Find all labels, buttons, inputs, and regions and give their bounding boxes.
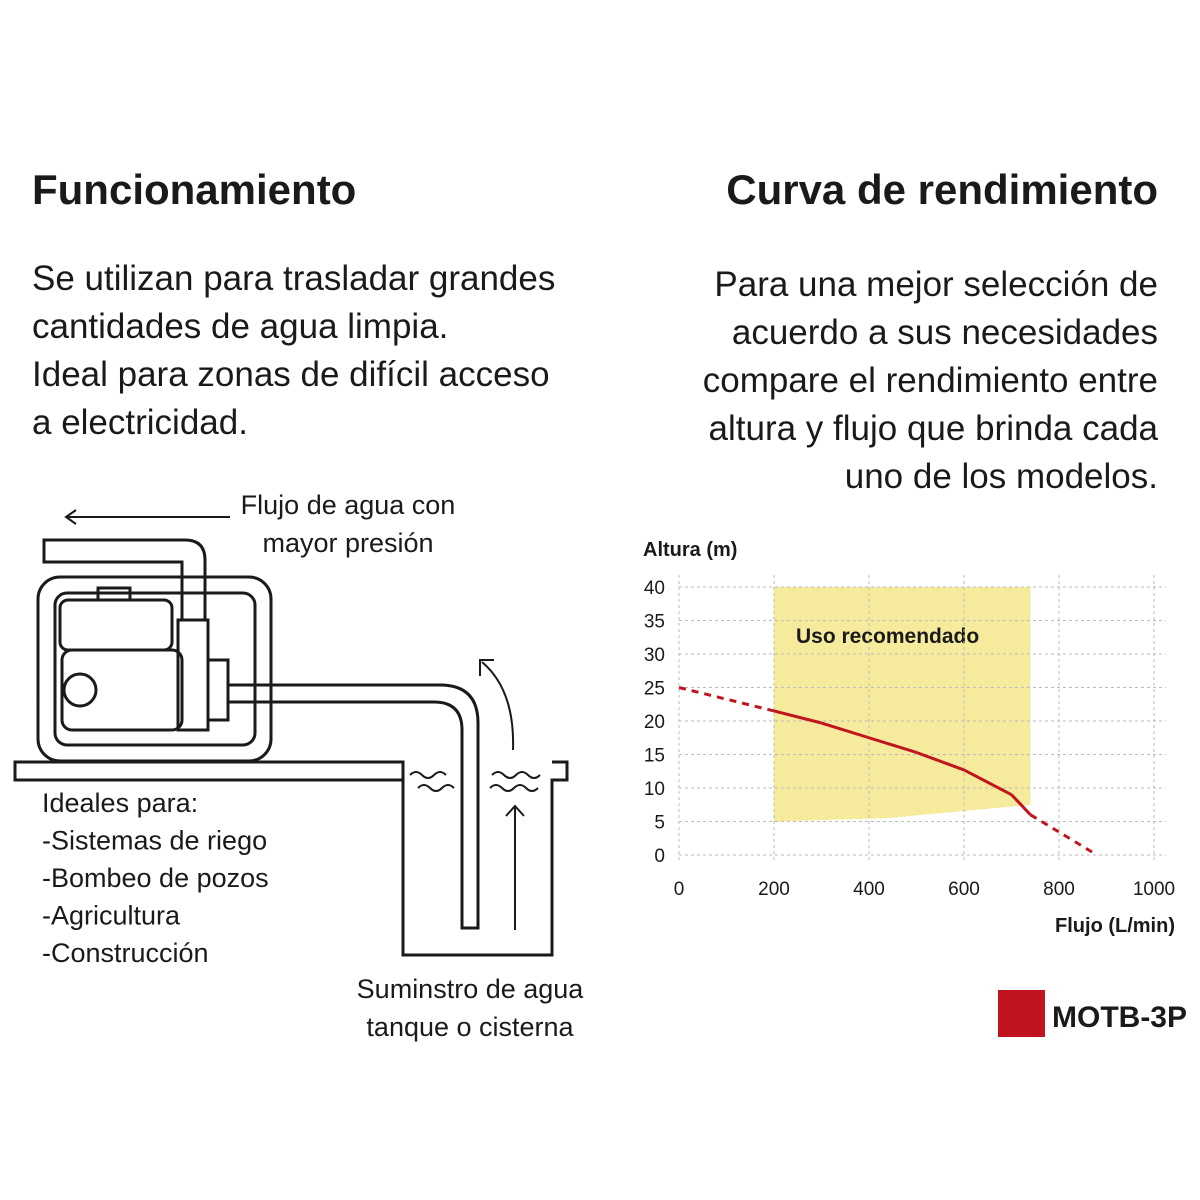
flow-label: mayor presión (262, 528, 433, 558)
x-tick-label: 0 (674, 879, 685, 900)
curve-segment (915, 751, 965, 772)
right-title: Curva de rendimiento (726, 166, 1158, 213)
left-paragraph-line: Ideal para zonas de difícil acceso (32, 355, 550, 394)
x-tick-label: 800 (1043, 879, 1075, 900)
y-tick-label: 15 (644, 746, 665, 767)
right-paragraph-line: altura y flujo que brinda cada (709, 409, 1159, 448)
uses-line: -Construcción (42, 938, 209, 968)
curve-segment (678, 686, 775, 713)
uses-line: Ideales para: (42, 788, 198, 818)
left-paragraph-line: a electricidad. (32, 403, 248, 442)
left-title: Funcionamiento (32, 166, 356, 213)
y-tick-label: 40 (644, 578, 665, 599)
x-tick-label: 1000 (1133, 879, 1175, 900)
curve-segment (1010, 793, 1032, 816)
right-paragraph-line: acuerdo a sus necesidades (732, 313, 1158, 352)
y-tick-label: 25 (644, 679, 665, 700)
pump-diagram (13, 509, 569, 957)
y-tick-label: 30 (644, 645, 665, 666)
y-tick-label: 0 (654, 846, 665, 867)
x-tick-label: 400 (853, 879, 885, 900)
band-label: Uso recomendado (796, 625, 979, 648)
legend-swatch (998, 990, 1045, 1037)
recommended-band (774, 587, 1031, 822)
supply-label: tanque o cisterna (366, 1012, 574, 1042)
uses-line: -Agricultura (42, 901, 181, 931)
y-tick-label: 20 (644, 712, 665, 733)
y-axis-label: Altura (m) (643, 539, 737, 561)
curve-segment (868, 736, 917, 754)
y-tick-label: 5 (654, 813, 665, 834)
legend-label: MOTB-3P (1052, 1001, 1187, 1034)
curve-segment (821, 721, 870, 740)
uses-line: -Sistemas de riego (42, 826, 267, 856)
right-paragraph-line: Para una mejor selección de (714, 265, 1158, 304)
y-tick-label: 35 (644, 612, 665, 633)
right-paragraph-line: compare el rendimiento entre (703, 361, 1158, 400)
left-paragraph-line: Se utilizan para trasladar grandes (32, 259, 555, 298)
x-axis-label: Flujo (L/min) (1055, 915, 1175, 937)
uses-line: -Bombeo de pozos (42, 863, 269, 893)
curve-segment (773, 709, 822, 725)
curve-segment (963, 768, 1013, 797)
curve-segment (1029, 813, 1065, 837)
right-paragraph-line: uno de los modelos. (845, 457, 1158, 496)
left-paragraph-line: cantidades de agua limpia. (32, 307, 448, 346)
curve-segment (1062, 833, 1098, 857)
supply-label: Suminstro de agua (357, 974, 585, 1004)
x-tick-label: 600 (948, 879, 980, 900)
flow-label: Flujo de agua con (241, 490, 456, 520)
y-tick-label: 10 (644, 779, 665, 800)
x-tick-label: 200 (758, 879, 790, 900)
